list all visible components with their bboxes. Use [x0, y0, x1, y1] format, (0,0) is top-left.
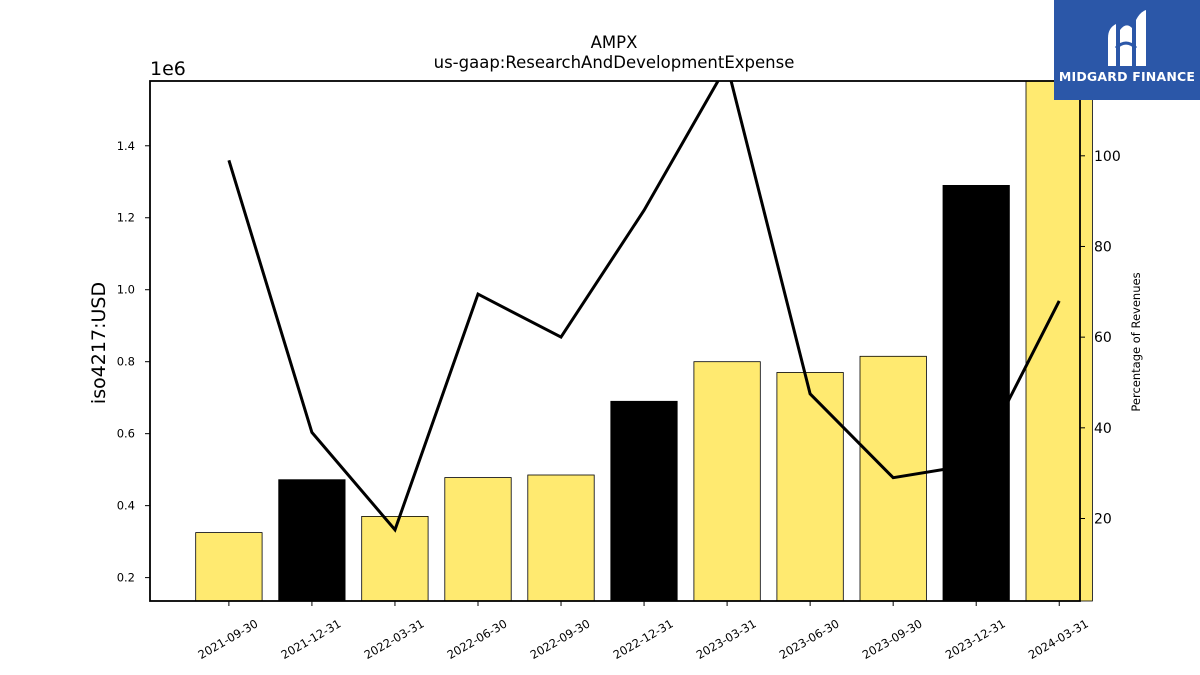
y2-tick-label: 100 — [1094, 149, 1121, 165]
x-tick-label: 2022-03-31 — [362, 616, 427, 662]
bar-2021-09-30 — [195, 532, 263, 602]
bar-2022-09-30 — [527, 474, 595, 602]
y-tick-label: 1.2 — [117, 211, 135, 225]
logo-mark-icon — [1108, 10, 1146, 66]
chart-subtitle: us-gaap:ResearchAndDevelopmentExpense — [434, 53, 795, 72]
bar-2022-12-31 — [610, 400, 678, 602]
y-tick-label: 1.0 — [117, 283, 135, 297]
x-tick-label: 2024-03-31 — [1026, 616, 1091, 662]
bar-2023-03-31 — [693, 361, 761, 602]
plot-frame — [149, 80, 1081, 602]
y2-tick-label: 40 — [1094, 421, 1112, 437]
y2-tick-label: 80 — [1094, 239, 1112, 255]
bar-2024-03-31 — [1025, 80, 1093, 602]
y-tick-label: 1.4 — [117, 139, 135, 153]
x-tick-label: 2022-12-31 — [611, 616, 676, 662]
x-tick-label: 2023-12-31 — [943, 616, 1008, 662]
y2-tick-label: 60 — [1094, 330, 1112, 346]
bar-2021-12-31 — [278, 479, 346, 602]
y-tick-label: 0.2 — [117, 571, 135, 585]
bar-2023-12-31 — [942, 184, 1010, 602]
logo-text: MIDGARD FINANCE — [1058, 69, 1196, 84]
x-tick-label: 2022-06-30 — [445, 616, 510, 662]
y-tick-label: 0.6 — [117, 427, 135, 441]
y-offset-label: 1e6 — [150, 58, 186, 80]
bars-group — [195, 80, 1093, 602]
x-tick-label: 2022-09-30 — [528, 616, 593, 662]
line-group — [227, 81, 1061, 533]
x-tick-label: 2023-09-30 — [860, 616, 925, 662]
x-tick-label: 2021-12-31 — [279, 616, 344, 662]
x-tick-label: 2021-09-30 — [195, 616, 260, 662]
bar-2023-06-30 — [776, 372, 844, 602]
y-tick-label: 0.4 — [117, 499, 135, 513]
y-axis-label: iso4217:USD — [88, 282, 110, 404]
chart-title: AMPX — [591, 33, 638, 52]
x-tick-label: 2023-06-30 — [777, 616, 842, 662]
x-tick-label: 2023-03-31 — [694, 616, 759, 662]
y-tick-label: 0.8 — [117, 355, 135, 369]
bar-2022-06-30 — [444, 477, 512, 602]
y2-tick-label: 20 — [1094, 511, 1112, 527]
midgard-finance-logo: MIDGARD FINANCE — [1054, 0, 1200, 100]
y2-axis-label: Percentage of Revenues — [1129, 272, 1143, 411]
